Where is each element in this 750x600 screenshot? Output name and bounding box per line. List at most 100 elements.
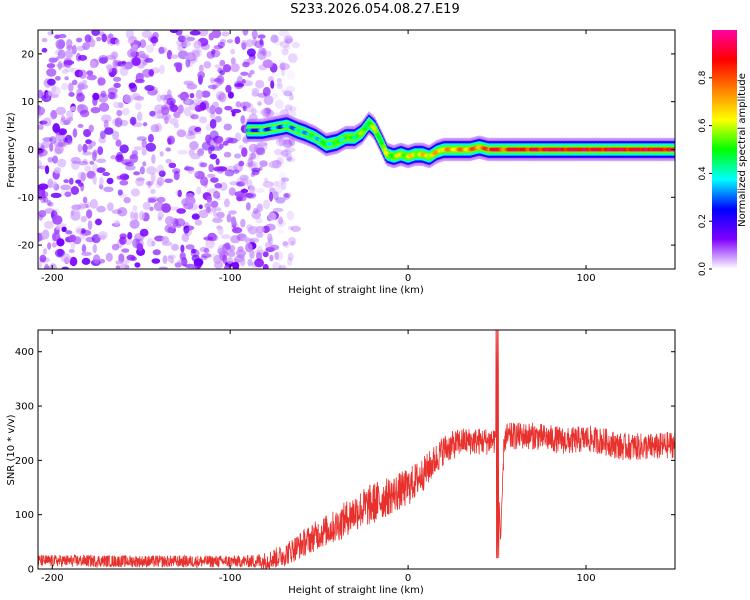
spectrogram-noise-blob bbox=[197, 148, 205, 157]
snr-x-tick-label: 100 bbox=[576, 573, 595, 584]
spectrogram-noise-blob bbox=[287, 53, 298, 64]
spectrogram-noise-blob bbox=[51, 86, 61, 96]
spectrogram-noise-blob bbox=[255, 79, 265, 89]
spectrogram-noise-blob bbox=[245, 39, 254, 48]
spectrogram-noise-blob bbox=[54, 144, 64, 155]
spectrogram-noise-blob bbox=[51, 233, 57, 242]
spectrogram-noise-blob bbox=[278, 136, 284, 147]
spectrogram-noise-blob bbox=[129, 219, 140, 229]
spectrogram-noise-blob bbox=[120, 63, 131, 70]
spectrogram-noise-blob bbox=[176, 208, 186, 214]
spectrogram-noise-blob bbox=[169, 30, 179, 34]
spectrogram-noise-blob bbox=[125, 30, 134, 39]
spectrogram-noise-blob bbox=[279, 61, 286, 71]
spectrogram-noise-blob bbox=[38, 160, 42, 169]
spectrogram-noise-blob bbox=[71, 204, 82, 211]
spectrogram-noise-blob bbox=[219, 39, 226, 45]
spectrogram-noise-blob bbox=[227, 137, 238, 144]
spectrogram-noise-blob bbox=[105, 252, 113, 262]
spectrogram-noise-blob bbox=[43, 220, 54, 229]
spectrogram-noise-blob bbox=[208, 163, 215, 173]
spectrogram-noise-blob bbox=[249, 237, 260, 243]
spectrogram-noise-blob bbox=[283, 35, 294, 44]
spectrogram-noise-blob bbox=[212, 216, 222, 223]
spectrogram-noise-blob bbox=[188, 102, 199, 111]
spectrogram-noise-blob bbox=[119, 263, 129, 269]
spectrogram-noise-blob bbox=[42, 137, 54, 142]
spectrogram-noise-blob bbox=[222, 64, 232, 73]
spectrogram-noise-blob bbox=[209, 104, 216, 115]
spectrogram-noise-blob bbox=[175, 62, 183, 73]
spectrogram-noise-blob bbox=[226, 39, 234, 44]
spectrogram-noise-blob bbox=[40, 141, 51, 149]
spectrogram-noise-blob bbox=[91, 30, 100, 37]
spectrogram-noise-blob bbox=[98, 136, 107, 144]
spectrogram-noise-blob bbox=[282, 240, 289, 247]
spectrogram-noise-blob bbox=[54, 139, 65, 147]
spectrogram-noise-blob bbox=[141, 148, 147, 156]
spectrogram-noise-blob bbox=[112, 130, 120, 141]
spectrogram-noise-blob bbox=[275, 137, 287, 147]
spectrogram-noise-blob bbox=[179, 251, 186, 261]
spectrogram-noise-blob bbox=[256, 142, 268, 147]
spectrogram-noise-blob bbox=[184, 263, 196, 269]
spectrogram-noise-blob bbox=[103, 186, 114, 193]
spectrogram-noise-blob bbox=[232, 261, 240, 269]
spectrogram-noise-blob bbox=[68, 248, 75, 254]
spectrogram-noise-blob bbox=[137, 50, 146, 59]
spectrogram-noise-blob bbox=[68, 92, 75, 97]
spectrogram-noise-blob bbox=[145, 44, 155, 53]
spectrogram-y-tick-label: 10 bbox=[21, 97, 34, 108]
spectrogram-noise-blob bbox=[251, 210, 262, 220]
spectrogram-noise-blob bbox=[291, 41, 301, 49]
spectrogram-noise-blob bbox=[169, 118, 179, 125]
spectrogram-noise-blob bbox=[210, 200, 219, 208]
spectrogram-noise-blob bbox=[177, 259, 189, 265]
spectrogram-noise-blob bbox=[221, 31, 230, 37]
spectrogram-noise-blob bbox=[112, 59, 118, 70]
spectrogram-noise-blob bbox=[285, 152, 293, 162]
spectrogram-noise-blob bbox=[76, 45, 86, 52]
spectrogram-noise-blob bbox=[215, 76, 223, 87]
spectrogram-ridge-segment bbox=[373, 129, 379, 134]
spectrogram-noise-blob bbox=[61, 82, 69, 91]
spectrogram-noise-blob bbox=[60, 114, 66, 122]
spectrogram-y-tick-label: 20 bbox=[21, 49, 34, 60]
spectrogram-noise-blob bbox=[228, 210, 237, 215]
spectrogram-noise-blob bbox=[262, 59, 274, 69]
spectrogram-y-label: Frequency (Hz) bbox=[6, 112, 17, 188]
spectrogram-noise-blob bbox=[282, 139, 293, 148]
spectrogram-noise-blob bbox=[111, 243, 120, 251]
spectrogram-noise-blob bbox=[283, 44, 291, 51]
spectrogram-noise-blob bbox=[156, 164, 165, 175]
spectrogram-noise-blob bbox=[224, 169, 235, 177]
spectrogram-noise-blob bbox=[167, 255, 174, 263]
spectrogram-noise-blob bbox=[184, 55, 195, 60]
spectrogram-noise-blob bbox=[274, 148, 283, 156]
spectrogram-noise-blob bbox=[285, 138, 296, 148]
spectrogram-ridge bbox=[243, 111, 675, 169]
spectrogram-noise-blob bbox=[201, 141, 212, 151]
figure-title: S233.2026.054.08.27.E19 bbox=[290, 2, 460, 17]
spectrogram-noise-blob bbox=[86, 74, 97, 81]
spectrogram-noise-blob bbox=[239, 174, 249, 181]
snr-plot-area bbox=[38, 330, 675, 569]
spectrogram-noise-blob bbox=[150, 36, 159, 44]
spectrogram-noise-blob bbox=[119, 180, 129, 186]
spectrogram-noise-blob bbox=[159, 151, 164, 157]
spectrogram-noise-blob bbox=[197, 74, 203, 85]
spectrogram-noise-blob bbox=[75, 226, 83, 233]
spectrogram-noise-blob bbox=[75, 53, 82, 62]
spectrogram-noise-blob bbox=[144, 85, 155, 91]
spectrogram-noise-blob bbox=[270, 34, 279, 43]
spectrogram-noise-blob bbox=[123, 196, 131, 204]
spectrogram-noise-blob bbox=[205, 238, 216, 249]
spectrogram-noise-blob bbox=[184, 97, 191, 106]
spectrogram-noise-blob bbox=[71, 160, 80, 170]
spectrogram-noise-blob bbox=[270, 80, 275, 89]
spectrogram-noise-blob bbox=[123, 61, 133, 70]
spectrogram-noise-blob bbox=[230, 63, 240, 73]
spectrogram-noise-blob bbox=[60, 253, 72, 264]
spectrogram-noise-blob bbox=[230, 216, 237, 226]
